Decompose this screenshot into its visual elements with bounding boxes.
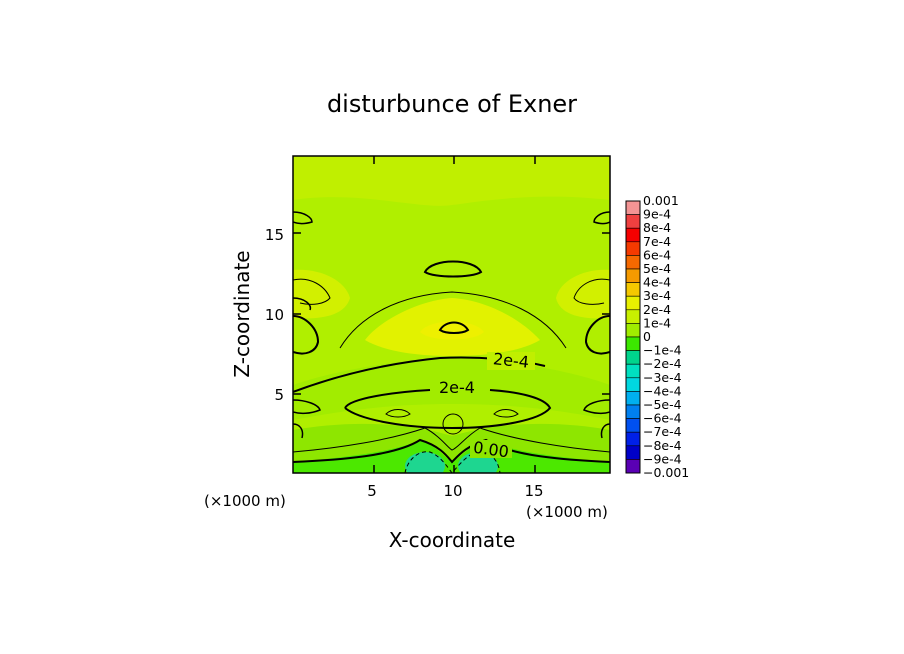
contour-small-lenses bbox=[385, 409, 519, 418]
colorbar-label: 9e-4 bbox=[643, 207, 671, 222]
contour-lower-right bbox=[583, 399, 610, 439]
y-unit-label: (×1000 m) bbox=[204, 492, 286, 510]
colorbar-frame bbox=[625, 200, 641, 474]
colorbar-swatch bbox=[625, 431, 641, 447]
colorbar-swatch bbox=[625, 391, 641, 406]
contour-thin-lower bbox=[293, 427, 610, 453]
contour-dome-thin bbox=[339, 291, 567, 349]
colorbar-swatch bbox=[625, 268, 641, 283]
field-negative-blob-left bbox=[405, 452, 445, 473]
x-tick-label-10: 10 bbox=[443, 482, 462, 500]
colorbar-swatch bbox=[625, 255, 641, 270]
colorbar-swatch bbox=[625, 350, 641, 365]
contour-label-bg-2 bbox=[432, 378, 482, 396]
x-tick-label-15: 15 bbox=[524, 482, 543, 500]
contour-label-bg-1 bbox=[487, 352, 535, 370]
colorbar-swatch bbox=[625, 214, 641, 229]
colorbar-label: 4e-4 bbox=[643, 275, 671, 290]
contour-thin-upper bbox=[293, 278, 610, 305]
colorbar-swatch bbox=[625, 404, 641, 419]
x-unit-label: (×1000 m) bbox=[526, 503, 608, 521]
colorbar-swatch bbox=[625, 445, 641, 460]
field-near-zero bbox=[293, 440, 610, 473]
contour-0-line bbox=[293, 438, 610, 464]
colorbar-label: 3e-4 bbox=[643, 288, 671, 303]
colorbar-label: −1e-4 bbox=[643, 343, 682, 358]
colorbar-swatch bbox=[625, 336, 641, 351]
colorbar-label: 1e-4 bbox=[643, 315, 671, 330]
y-axis-label: Z-coordinate bbox=[230, 250, 254, 377]
colorbar-label: 6e-4 bbox=[643, 247, 671, 262]
colorbar-label: −2e-4 bbox=[643, 356, 682, 371]
colorbar-label: −4e-4 bbox=[643, 383, 682, 398]
field-upper-band bbox=[293, 156, 610, 206]
contour-label-1: 2e-4 bbox=[492, 349, 530, 372]
contour-top-arc bbox=[423, 260, 483, 278]
plot-area: 2e-4 2e-4 0.00 bbox=[293, 156, 610, 473]
contour-left-edge bbox=[293, 211, 313, 311]
y-tick-label-10: 10 bbox=[265, 306, 284, 324]
colorbar-swatch bbox=[625, 282, 641, 297]
contour-left-side bbox=[293, 315, 320, 355]
colorbar-label: −8e-4 bbox=[643, 438, 682, 453]
contour-label-2: 2e-4 bbox=[439, 378, 475, 397]
contour-2e4-lower bbox=[344, 389, 552, 430]
contour-labels: 2e-4 2e-4 0.00 bbox=[432, 349, 535, 461]
colorbar-label: −9e-4 bbox=[643, 451, 682, 466]
colorbar-label: 2e-4 bbox=[643, 302, 671, 317]
colorbar-label: −3e-4 bbox=[643, 370, 682, 385]
axis-ticks bbox=[293, 156, 610, 473]
contour-right-side bbox=[584, 315, 610, 355]
colorbar-label: 8e-4 bbox=[643, 220, 671, 235]
colorbar-label: −7e-4 bbox=[643, 424, 682, 439]
colorbar: 0.0019e-48e-47e-46e-45e-44e-43e-42e-41e-… bbox=[625, 193, 689, 480]
colorbar-swatch bbox=[625, 241, 641, 256]
colorbar-label: −5e-4 bbox=[643, 397, 682, 412]
contour-lines bbox=[293, 211, 610, 473]
colorbar-label: 0.001 bbox=[643, 193, 679, 208]
y-tick-label-15: 15 bbox=[265, 226, 284, 244]
colorbar-label: −6e-4 bbox=[643, 411, 682, 426]
x-axis-label: X-coordinate bbox=[389, 528, 516, 552]
field-left-patch bbox=[293, 269, 350, 319]
colorbar-swatch bbox=[625, 418, 641, 433]
contour-center-lens bbox=[438, 321, 470, 334]
colorbar-swatch bbox=[625, 363, 641, 379]
colorbar-swatch bbox=[625, 377, 641, 392]
colorbar-swatch bbox=[625, 200, 641, 215]
colorbar-swatch bbox=[625, 309, 641, 324]
x-tick-label-5: 5 bbox=[367, 482, 377, 500]
chart-title: disturbunce of Exner bbox=[327, 90, 577, 118]
colorbar-swatch bbox=[625, 323, 641, 338]
contour-label-3: 0.00 bbox=[472, 438, 510, 462]
colorbar-label: 5e-4 bbox=[643, 261, 671, 276]
field-dome-core bbox=[420, 321, 484, 340]
colorbar-swatch bbox=[625, 227, 641, 243]
colorbar-label: 0 bbox=[643, 329, 651, 344]
field-right-patch bbox=[556, 269, 610, 319]
colorbar-label: 7e-4 bbox=[643, 234, 671, 249]
colorbar-label: −0.001 bbox=[643, 465, 689, 480]
contour-circle-mid bbox=[442, 413, 464, 435]
contour-right-edge bbox=[593, 211, 610, 225]
contour-lower-left bbox=[293, 399, 321, 439]
y-tick-label-5: 5 bbox=[274, 386, 284, 404]
colorbar-swatch bbox=[625, 459, 641, 474]
contour-label-bg-3 bbox=[470, 440, 512, 458]
colorbar-swatch bbox=[625, 295, 641, 311]
